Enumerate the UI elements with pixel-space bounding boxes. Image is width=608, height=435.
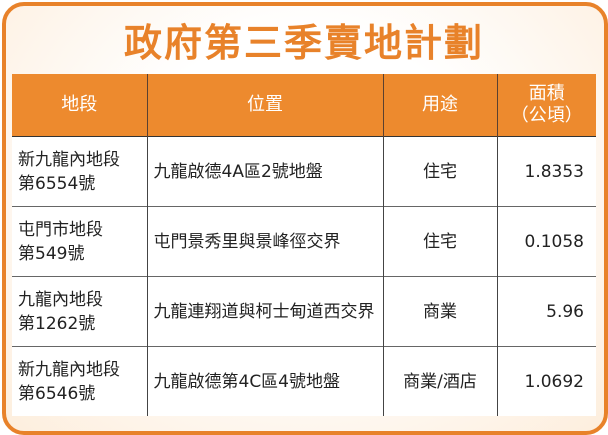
cell-use: 商業/酒店 [382,346,497,416]
header-lot: 地段 [12,74,147,137]
cell-area: 1.0692 [496,346,596,416]
lot-number: 第549號 [18,243,85,264]
cell-use: 商業 [382,276,497,347]
table-row: 九龍內地段 第1262號 九龍連翔道與柯士甸道西交界 商業 5.96 [12,276,596,347]
lot-name: 九龍內地段 [18,289,103,310]
header-area-unit: （公頃） [510,105,583,126]
cell-lot: 屯門市地段第549號 [12,206,147,277]
lot-number: 第6554號 [18,173,96,194]
cell-location: 九龍連翔道與柯士甸道西交界 [146,276,383,347]
table-header-row: 地段 位置 用途 面積 （公頃） [12,74,596,137]
cell-location: 九龍啟德4A區2號地盤 [146,136,383,207]
table-row: 新九龍內地段 第6546號 九龍啟德第4C區4號地盤 商業/酒店 1.0692 [12,346,596,416]
cell-location: 九龍啟德第4C區4號地盤 [146,346,383,416]
table-row: 屯門市地段 第549號 屯門景秀里與景峰徑交界 住宅 0.1058 [12,206,596,277]
cell-lot: 新九龍內地段 第6546號 [12,346,147,416]
lot-number: 第1262號 [18,313,96,334]
land-sale-table: 地段 位置 用途 面積 （公頃） 新九龍內地段 第6554號 九龍啟德4A區2號地盤住… [12,74,596,416]
lot-number: 第6546號 [18,383,96,404]
cell-lot: 九龍內地段第1262號 [12,276,147,347]
cell-location: 屯門景秀里與景峰徑交界 [146,206,383,277]
header-area: 面積 （公頃） [496,74,596,137]
lot-name: 新九龍內地段 [18,149,120,170]
header-area-label: 面積 [528,83,565,104]
header-use: 用途 [382,74,497,137]
lot-name: 屯門市地段 [18,219,103,240]
cell-area: 5.96 [496,276,596,347]
cell-use: 住宅 [382,136,497,207]
header-location: 位置 [146,74,383,137]
cell-use: 住宅 [382,206,497,277]
cell-area: 1.8353 [496,136,596,207]
page-title: 政府第三季賣地計劃 [123,21,484,65]
table-row: 新九龍內地段 第6554號 九龍啟德4A區2號地盤 住宅 1.8353 [12,136,596,207]
lot-name: 新九龍內地段 [18,359,120,380]
cell-lot: 新九龍內地段 第6554號 [12,136,147,207]
cell-area: 0.1058 [496,206,596,277]
